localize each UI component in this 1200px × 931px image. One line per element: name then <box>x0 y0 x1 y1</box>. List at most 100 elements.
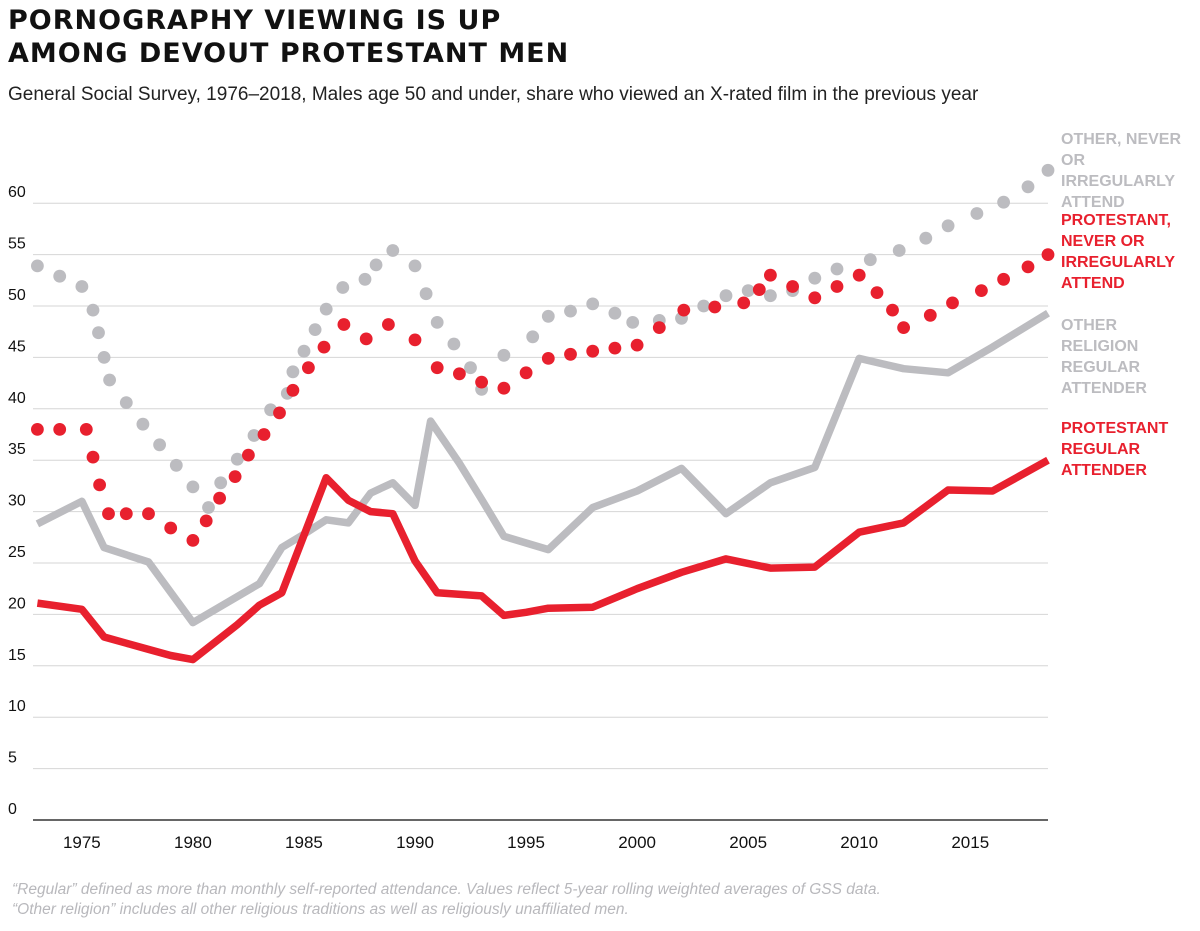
data-point <box>697 299 711 313</box>
data-point <box>586 297 600 311</box>
data-point <box>257 428 271 441</box>
data-point <box>202 501 215 514</box>
y-tick-label: 60 <box>8 184 26 201</box>
series-3 <box>36 456 1050 664</box>
x-tick-label: 2000 <box>618 833 656 852</box>
data-point <box>153 438 167 452</box>
data-point <box>53 423 67 436</box>
data-point <box>541 352 555 365</box>
data-point <box>897 321 910 334</box>
data-point <box>923 308 937 322</box>
data-point <box>786 280 799 293</box>
data-point <box>79 423 93 436</box>
data-point <box>630 338 644 352</box>
data-point <box>652 321 666 334</box>
data-point <box>541 309 555 323</box>
data-point <box>519 366 533 380</box>
data-point <box>886 303 899 317</box>
data-point <box>102 507 115 521</box>
data-point <box>286 383 300 397</box>
data-point <box>586 344 600 358</box>
data-point <box>764 268 777 282</box>
data-point <box>97 351 111 364</box>
data-point <box>136 417 150 431</box>
data-point <box>308 323 322 336</box>
x-tick-label: 1985 <box>285 833 323 852</box>
x-tick-label: 1975 <box>63 833 101 852</box>
data-point <box>213 491 227 505</box>
data-point <box>464 361 477 375</box>
chart-title-line-1: PORNOGRAPHY VIEWING IS UP <box>8 5 502 36</box>
data-point <box>164 521 178 535</box>
data-point <box>475 375 488 389</box>
data-point <box>808 271 822 285</box>
chart-title-line-2: AMONG DEVOUT PROTESTANT MEN <box>8 38 570 69</box>
data-point <box>919 231 933 245</box>
data-point <box>53 269 67 283</box>
y-tick-label: 45 <box>8 338 26 355</box>
data-point <box>408 259 422 273</box>
data-point <box>430 361 444 375</box>
data-point <box>317 340 331 354</box>
series-2 <box>35 309 1050 627</box>
data-point <box>86 450 100 464</box>
data-point <box>359 332 373 346</box>
data-point <box>497 381 511 395</box>
data-point <box>626 316 640 329</box>
data-point <box>230 452 244 466</box>
y-tick-label: 30 <box>8 493 26 510</box>
footnotes: “Regular” defined as more than monthly s… <box>12 880 881 920</box>
y-tick-label: 50 <box>8 287 26 304</box>
data-point <box>741 284 755 297</box>
data-point <box>297 344 311 358</box>
data-point <box>564 304 577 318</box>
series-line <box>36 456 1050 664</box>
y-tick-label: 0 <box>8 801 17 818</box>
data-point <box>852 268 866 282</box>
data-point <box>242 448 255 462</box>
data-point <box>708 300 722 314</box>
data-point <box>186 534 200 547</box>
data-point <box>453 367 466 381</box>
series-group <box>31 163 1055 664</box>
y-tick-label: 40 <box>8 390 26 407</box>
data-point <box>830 262 844 276</box>
data-point <box>199 514 213 528</box>
data-point <box>358 272 372 286</box>
gridlines <box>33 202 1048 821</box>
data-point <box>970 207 984 220</box>
data-point <box>419 287 433 301</box>
data-point <box>447 337 461 351</box>
data-point <box>526 330 540 344</box>
x-tick-label: 1995 <box>507 833 545 852</box>
data-point <box>228 470 242 483</box>
data-point <box>186 480 200 494</box>
x-tick-label: 2005 <box>729 833 767 852</box>
series-0 <box>31 163 1055 514</box>
data-point <box>808 291 822 305</box>
data-point <box>737 296 751 310</box>
data-point <box>608 341 622 355</box>
footnote-1: “Regular” defined as more than monthly s… <box>12 881 881 898</box>
y-tick-label: 10 <box>8 698 26 715</box>
data-point <box>386 244 400 257</box>
x-tick-label: 1990 <box>396 833 434 852</box>
x-tick-label: 2015 <box>951 833 989 852</box>
x-axis-ticks: 1975 1980 1985 1990 1995 2000 2005 2010 2015 <box>63 833 989 852</box>
data-point <box>119 507 133 521</box>
data-point <box>1041 248 1055 261</box>
data-point <box>142 507 155 521</box>
data-point <box>1021 180 1035 194</box>
data-point <box>608 306 622 320</box>
data-point <box>752 283 766 296</box>
data-point <box>870 286 884 299</box>
y-tick-label: 5 <box>8 750 17 767</box>
series-label-protestant-never: PROTESTANT, NEVER OR IRREGULARLY ATTEND <box>1061 212 1176 292</box>
data-point <box>273 406 286 420</box>
data-point <box>497 348 511 362</box>
series-label-other-regular: OTHER RELIGION REGULAR ATTENDER <box>1061 317 1147 397</box>
data-point <box>975 284 988 297</box>
data-point <box>946 296 959 310</box>
data-point <box>997 195 1010 209</box>
